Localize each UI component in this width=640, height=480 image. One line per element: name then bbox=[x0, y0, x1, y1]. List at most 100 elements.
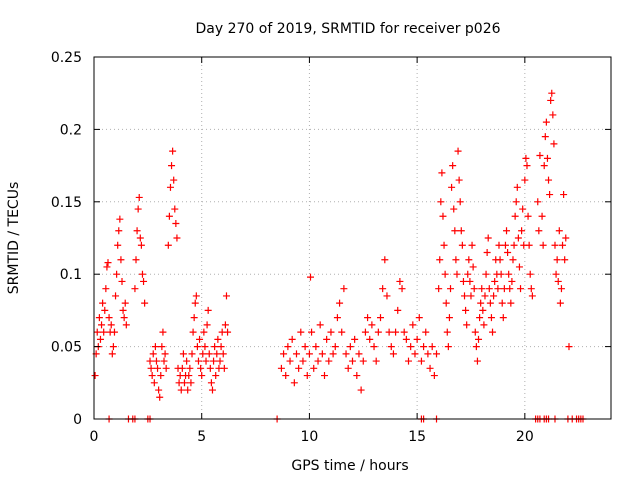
x-axis-label: GPS time / hours bbox=[291, 458, 408, 474]
data-point bbox=[135, 193, 143, 201]
data-point bbox=[540, 162, 548, 170]
data-point bbox=[451, 227, 459, 235]
data-point bbox=[117, 256, 125, 264]
data-point bbox=[102, 285, 110, 293]
x-tick-label: 15 bbox=[408, 429, 426, 445]
data-point bbox=[320, 372, 328, 380]
data-point bbox=[277, 364, 285, 372]
data-point bbox=[91, 372, 99, 380]
data-point bbox=[177, 386, 185, 394]
data-point bbox=[518, 227, 526, 235]
data-point bbox=[422, 328, 430, 336]
data-point bbox=[394, 306, 402, 314]
data-point bbox=[149, 350, 157, 358]
data-point bbox=[521, 176, 529, 184]
data-point bbox=[115, 227, 123, 235]
data-point bbox=[552, 270, 560, 278]
data-point bbox=[523, 162, 531, 170]
data-point bbox=[534, 198, 542, 206]
data-point bbox=[489, 328, 497, 336]
data-point bbox=[333, 314, 341, 322]
data-point bbox=[325, 357, 333, 365]
data-point bbox=[166, 183, 174, 191]
data-point bbox=[96, 335, 104, 343]
data-point bbox=[459, 277, 467, 285]
data-point bbox=[201, 343, 209, 351]
data-point bbox=[454, 147, 462, 155]
data-point bbox=[173, 234, 181, 242]
data-point bbox=[555, 227, 563, 235]
data-point bbox=[547, 96, 555, 104]
data-point bbox=[101, 306, 109, 314]
data-point bbox=[565, 343, 573, 351]
data-point bbox=[113, 270, 121, 278]
data-point bbox=[110, 328, 118, 336]
data-point bbox=[469, 263, 477, 271]
data-point bbox=[310, 364, 318, 372]
data-point bbox=[543, 154, 551, 162]
data-point bbox=[409, 321, 417, 329]
data-point bbox=[161, 350, 169, 358]
data-point bbox=[122, 321, 130, 329]
data-point bbox=[538, 212, 546, 220]
data-point bbox=[464, 270, 472, 278]
data-point bbox=[506, 285, 514, 293]
data-point bbox=[519, 205, 527, 213]
data-point bbox=[465, 256, 473, 264]
data-point bbox=[443, 328, 451, 336]
data-point bbox=[349, 357, 356, 365]
data-point bbox=[478, 285, 486, 293]
data-point bbox=[147, 364, 155, 372]
data-point bbox=[458, 241, 466, 249]
data-point bbox=[136, 234, 144, 242]
data-point bbox=[93, 328, 101, 336]
data-point bbox=[220, 364, 228, 372]
data-point bbox=[479, 306, 487, 314]
data-point bbox=[495, 241, 503, 249]
data-point bbox=[477, 299, 485, 307]
data-point bbox=[456, 198, 464, 206]
data-point bbox=[357, 386, 365, 394]
data-point bbox=[528, 292, 536, 300]
data-point bbox=[103, 263, 111, 271]
axis-ticks bbox=[93, 56, 611, 420]
data-point bbox=[372, 357, 380, 365]
data-point bbox=[342, 350, 350, 358]
data-point bbox=[482, 270, 490, 278]
data-point bbox=[501, 241, 509, 249]
data-point bbox=[171, 205, 179, 213]
data-point bbox=[205, 350, 213, 358]
data-point bbox=[545, 176, 553, 184]
data-point bbox=[299, 357, 307, 365]
data-point bbox=[137, 241, 145, 249]
data-point bbox=[448, 183, 456, 191]
data-point bbox=[316, 321, 324, 329]
data-point bbox=[508, 277, 516, 285]
data-point bbox=[194, 357, 202, 365]
data-series-srmtid bbox=[91, 89, 587, 423]
data-point bbox=[496, 256, 504, 264]
data-point bbox=[340, 285, 348, 293]
data-point bbox=[338, 328, 346, 336]
data-point bbox=[162, 364, 170, 372]
data-point bbox=[541, 133, 549, 141]
data-point bbox=[510, 241, 518, 249]
data-point bbox=[303, 372, 311, 380]
data-point bbox=[222, 292, 230, 300]
data-point bbox=[109, 343, 117, 351]
data-point bbox=[424, 350, 432, 358]
data-point bbox=[467, 292, 475, 300]
y-axis-label: SRMTID / TECUs bbox=[6, 182, 22, 295]
data-point bbox=[512, 198, 520, 206]
data-point bbox=[504, 248, 512, 256]
data-point bbox=[192, 292, 200, 300]
data-point bbox=[392, 328, 400, 336]
data-point bbox=[344, 364, 352, 372]
data-point bbox=[553, 256, 561, 264]
data-point bbox=[445, 314, 453, 322]
data-point bbox=[491, 277, 499, 285]
data-point bbox=[193, 343, 201, 351]
data-point bbox=[185, 372, 193, 380]
data-point bbox=[515, 263, 523, 271]
data-point bbox=[308, 328, 316, 336]
